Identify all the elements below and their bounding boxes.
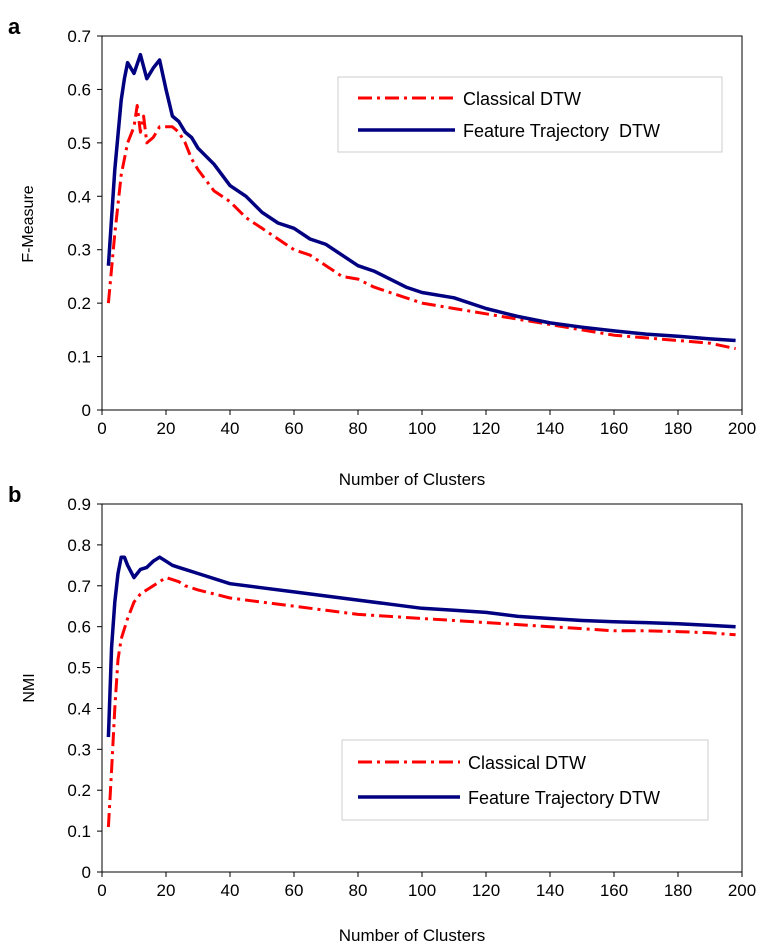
x-tick-label: 160 — [600, 419, 628, 438]
y-tick-label: 0.5 — [67, 659, 91, 678]
y-tick-label: 0 — [82, 401, 91, 420]
axes-b: 0 20 40 60 80 100 120 140 160 180 200 0 0.1 0.2 0.3 0.4… — [67, 495, 756, 900]
x-tick-label: 100 — [408, 881, 436, 900]
y-tick-label: 0 — [82, 863, 91, 882]
legend-b: Classical DTW Feature Trajectory DTW — [342, 740, 708, 820]
legend-label-feature-a: Feature Trajectory DTW — [463, 121, 660, 141]
x-tick-label: 180 — [664, 881, 692, 900]
x-tick-label: 60 — [285, 881, 304, 900]
y-tick-label: 0.7 — [67, 577, 91, 596]
x-tick-label: 200 — [728, 881, 756, 900]
y-tick-label: 0.8 — [67, 536, 91, 555]
legend-box-b — [342, 740, 708, 820]
x-tick-label: 60 — [285, 419, 304, 438]
x-tick-label: 120 — [472, 881, 500, 900]
x-tick-label: 20 — [157, 881, 176, 900]
x-tick-label: 80 — [349, 419, 368, 438]
y-tick-label: 0.4 — [67, 699, 91, 718]
y-tick-label: 0.6 — [67, 618, 91, 637]
y-tick-label: 0.4 — [67, 187, 91, 206]
y-axis-title-a: F-Measure — [20, 185, 37, 262]
legend-label-classical-b: Classical DTW — [468, 753, 586, 773]
y-tick-label: 0.7 — [67, 27, 91, 46]
y-tick-label: 0.2 — [67, 781, 91, 800]
feature-trajectory-dtw-line — [108, 557, 735, 737]
x-tick-label: 80 — [349, 881, 368, 900]
x-axis-title-a: Number of Clusters — [339, 470, 485, 489]
legend-a: Classical DTW Feature Trajectory DTW — [338, 77, 722, 152]
x-tick-label: 200 — [728, 419, 756, 438]
y-tick-label: 0.5 — [67, 134, 91, 153]
x-tick-label: 100 — [408, 419, 436, 438]
x-tick-label: 40 — [221, 881, 240, 900]
x-tick-label: 160 — [600, 881, 628, 900]
x-tick-label: 0 — [97, 881, 106, 900]
x-tick-label: 20 — [157, 419, 176, 438]
x-axis-title-b: Number of Clusters — [339, 926, 485, 945]
y-tick-label: 0.9 — [67, 495, 91, 514]
x-tick-label: 140 — [536, 419, 564, 438]
panel-a: a 0 20 40 60 80 100 120 140 160 180 200 0 0.1 0.2 0.3 0… — [8, 14, 756, 489]
y-axis-title-b: NMI — [21, 673, 38, 702]
y-tick-label: 0.2 — [67, 294, 91, 313]
y-tick-label: 0.1 — [67, 822, 91, 841]
y-tick-label: 0.3 — [67, 740, 91, 759]
panel-label-b: b — [8, 482, 21, 507]
legend-label-classical-a: Classical DTW — [463, 89, 581, 109]
y-tick-label: 0.3 — [67, 241, 91, 260]
x-tick-label: 140 — [536, 881, 564, 900]
x-tick-label: 40 — [221, 419, 240, 438]
x-tick-label: 180 — [664, 419, 692, 438]
panel-b: b 0 20 40 60 80 100 120 140 160 180 20000.10.20.30… — [8, 482, 756, 945]
y-tick-label: 0.6 — [67, 80, 91, 99]
panel-label-a: a — [8, 14, 21, 39]
y-tick-label: 0.1 — [67, 348, 91, 367]
x-tick-label: 0 — [97, 419, 106, 438]
x-tick-label: 120 — [472, 419, 500, 438]
legend-label-feature-b: Feature Trajectory DTW — [468, 788, 660, 808]
